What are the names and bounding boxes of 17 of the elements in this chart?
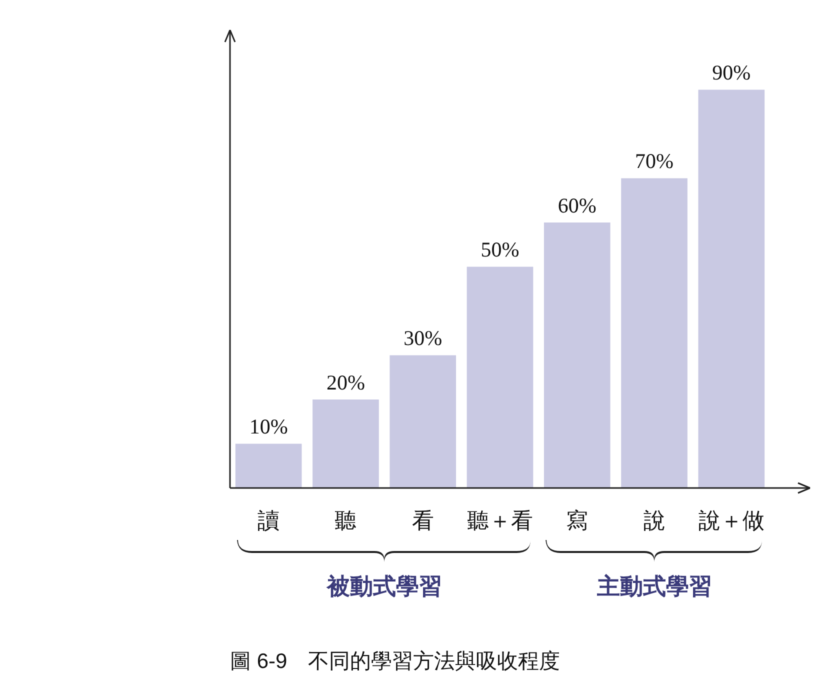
text: 被動式學習 [326, 573, 442, 599]
x-tick-label: 看 [412, 508, 434, 533]
x-tick-label: 說 [643, 508, 666, 533]
x-tick-label: 寫 [566, 508, 588, 533]
data-label: 50% [480, 238, 520, 262]
data-label: 20% [326, 370, 365, 394]
caption: 圖 6-9 不同的學習方法與吸收程度 [230, 650, 560, 673]
x-tick-label: 聽 [334, 508, 357, 533]
x-tick-label: 說＋做 [698, 508, 764, 533]
data-label: 10% [249, 414, 288, 439]
data-label: 30% [404, 326, 442, 350]
data-label: 60% [558, 193, 596, 218]
x-tick-label: 讀 [258, 508, 280, 533]
data-label: 70% [635, 149, 674, 174]
text: 主動式學習 [596, 573, 712, 599]
x-tick-label: 聽＋看 [467, 508, 533, 533]
data-label: 90% [712, 60, 751, 85]
